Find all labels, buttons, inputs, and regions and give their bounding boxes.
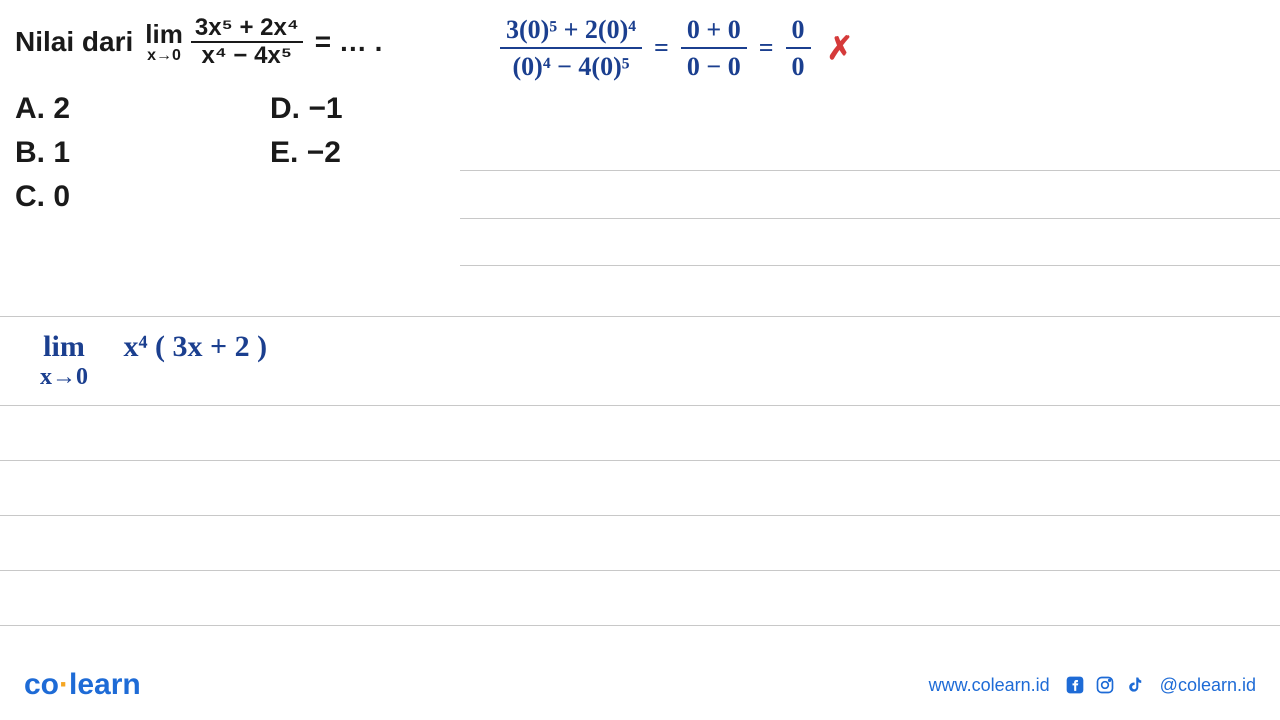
logo-part-left: co — [24, 668, 59, 701]
indeterminate-cross-icon: ✗ — [827, 29, 854, 67]
work1-frac1: 3(0)⁵ + 2(0)⁴ (0)⁴ − 4(0)⁵ — [500, 12, 642, 84]
work1-frac3: 0 0 — [786, 12, 811, 84]
option-d: D. −1 — [270, 92, 343, 126]
lim-subscript: x→0 — [147, 47, 181, 65]
footer-handle: @colearn.id — [1160, 675, 1256, 696]
option-e: E. −2 — [270, 136, 341, 170]
work1-frac2-top: 0 + 0 — [681, 12, 747, 47]
answer-options: A. 2 D. −1 B. 1 E. −2 C. 0 — [15, 92, 455, 224]
work2-expression: x⁴ ( 3x + 2 ) — [124, 330, 268, 363]
logo-dot: · — [59, 668, 69, 701]
handwritten-factoring: lim x→0 x⁴ ( 3x + 2 ) — [40, 330, 267, 391]
work1-frac3-bot: 0 — [786, 49, 811, 84]
question-denominator: x⁴ − 4x⁵ — [198, 43, 297, 69]
limit-expression: lim x→0 3x⁵ + 2x⁴ x⁴ − 4x⁵ — [141, 15, 306, 70]
footer-right: www.colearn.id @colearn.id — [929, 674, 1256, 696]
work1-frac2-bot: 0 − 0 — [681, 49, 747, 84]
option-a: A. 2 — [15, 92, 270, 126]
work2-lim-text: lim — [43, 330, 85, 364]
work1-frac1-top: 3(0)⁵ + 2(0)⁴ — [500, 12, 642, 47]
work2-lim-sub: x→0 — [40, 364, 88, 391]
equals-2: = — [759, 33, 774, 63]
instagram-icon — [1094, 674, 1116, 696]
work1-frac3-top: 0 — [786, 12, 811, 47]
question-suffix: = … . — [315, 26, 383, 58]
question-text: Nilai dari lim x→0 3x⁵ + 2x⁴ x⁴ − 4x⁵ = … — [15, 15, 455, 70]
work1-frac1-bot: (0)⁴ − 4(0)⁵ — [507, 49, 636, 84]
footer: co·learn www.colearn.id @colearn.id — [0, 668, 1280, 702]
work2-lim-block: lim x→0 — [40, 330, 88, 391]
social-icons — [1064, 674, 1146, 696]
brand-logo: co·learn — [24, 668, 141, 702]
footer-url: www.colearn.id — [929, 675, 1050, 696]
question-numerator: 3x⁵ + 2x⁴ — [191, 15, 303, 41]
option-c: C. 0 — [15, 180, 270, 214]
tiktok-icon — [1124, 674, 1146, 696]
handwritten-substitution: 3(0)⁵ + 2(0)⁴ (0)⁴ − 4(0)⁵ = 0 + 0 0 − 0… — [500, 12, 853, 84]
logo-part-right: learn — [69, 668, 141, 701]
question-fraction: 3x⁵ + 2x⁴ x⁴ − 4x⁵ — [191, 15, 303, 70]
equals-1: = — [654, 33, 669, 63]
facebook-icon — [1064, 674, 1086, 696]
lim-symbol: lim — [145, 19, 183, 50]
question-block: Nilai dari lim x→0 3x⁵ + 2x⁴ x⁴ − 4x⁵ = … — [15, 15, 455, 224]
work1-frac2: 0 + 0 0 − 0 — [681, 12, 747, 84]
option-b: B. 1 — [15, 136, 270, 170]
question-prefix: Nilai dari — [15, 26, 133, 58]
